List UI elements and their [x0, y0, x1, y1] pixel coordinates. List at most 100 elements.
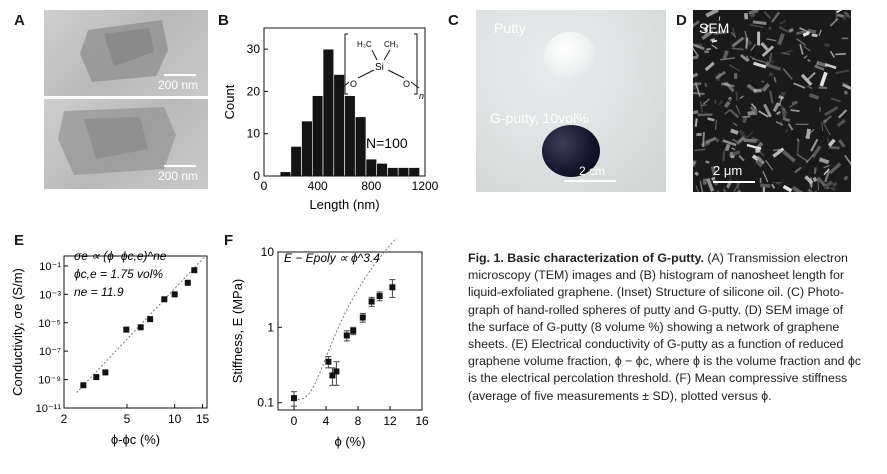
graphene-sheet: [812, 176, 818, 182]
graphene-sheet: [700, 104, 707, 106]
data-point: [376, 293, 383, 300]
graphene-sheet: [772, 182, 783, 184]
graphene-sheet: [807, 188, 813, 192]
x-tick-label: 0: [261, 179, 268, 193]
graphene-sheet: [710, 166, 717, 176]
panel-e-label: E: [14, 232, 25, 249]
graphene-sheet: [693, 47, 700, 57]
graphene-sheet: [722, 50, 729, 59]
graphene-sheet: [829, 50, 835, 58]
graphene-sheet: [699, 28, 705, 32]
graphene-sheet: [818, 86, 828, 89]
putty-label: Putty: [494, 20, 526, 36]
graphene-sheet: [793, 82, 806, 89]
graphene-sheet: [694, 82, 701, 97]
graphene-sheet: [788, 100, 799, 109]
graphene-sheet: [844, 154, 851, 168]
graphene-sheet: [749, 106, 756, 113]
graphene-sheet: [765, 159, 774, 171]
panel-d-label: D: [676, 12, 687, 29]
graphene-sheet: [838, 109, 848, 119]
graphene-sheet: [749, 23, 764, 29]
graphene-sheet: [749, 13, 756, 19]
graphene-sheet: [796, 38, 807, 46]
graphene-sheet: [714, 30, 729, 34]
caption-line-6: sheets. (E) Electrical conductivity of G…: [468, 337, 844, 352]
y-tick-label: 10⁻⁹: [38, 375, 61, 387]
graphene-sheet: [822, 119, 828, 124]
histogram-bar: [312, 95, 324, 177]
stiffness-axes: 0 4 8 12 16 0.1 1 10 ϕ (%) Stiffness, E (MPa): [230, 238, 429, 449]
graphene-sheet: [805, 128, 811, 139]
graphene-sheet: [748, 10, 759, 15]
graphene-sheet: [758, 110, 769, 118]
graphene-sheet: [824, 187, 830, 190]
graphene-sheet: [721, 82, 728, 86]
y-tick-label: 0.1: [257, 396, 274, 410]
n-annotation: N=100: [366, 135, 408, 151]
graphene-sheet: [824, 106, 839, 117]
graphene-sheet: [778, 94, 785, 100]
scale-bar-bottom: [164, 165, 196, 167]
graphene-sheet: [780, 121, 783, 126]
sem-label: SEM: [699, 20, 730, 36]
graphene-sheet: [724, 143, 731, 152]
graphene-sheet: [720, 57, 735, 61]
silicone-structure-inset: H₃C CH₃ Si O O n: [341, 33, 424, 101]
graphene-sheet: [744, 30, 748, 38]
graphene-sheet: [788, 27, 794, 33]
tem-image-bottom: 200 nm: [44, 99, 208, 189]
graphene-sheet: [768, 52, 773, 64]
graphene-sheet: [746, 143, 762, 150]
sem-scale-text: 2 μm: [713, 163, 743, 178]
graphene-sheet: [747, 110, 755, 116]
graphene-sheet: [803, 45, 811, 52]
graphene-sheet: [726, 181, 732, 189]
graphene-sheet: [697, 113, 713, 117]
eq-exponent: ne = 11.9: [74, 285, 124, 299]
graphene-sheet: [742, 115, 748, 124]
graphene-sheet: [751, 57, 766, 64]
panel-c-label: C: [448, 12, 459, 29]
caption-line-9: (average of five measurements ± SD), plo…: [468, 388, 772, 403]
data-point: [80, 382, 87, 389]
graphene-sheet: [730, 31, 737, 38]
y-tick-label: 0: [253, 169, 260, 183]
graphene-sheet: [711, 176, 716, 181]
x-tick-label: 10: [168, 412, 182, 426]
data-point: [333, 368, 340, 375]
sem-image: SEM 2 μm: [693, 10, 851, 192]
graphene-sheet: [710, 38, 716, 42]
graphene-sheet: [740, 54, 749, 62]
graphene-sheet: [701, 29, 714, 41]
graphene-sheet: [731, 147, 736, 151]
tem-image-top: 200 nm: [44, 10, 208, 96]
caption-line-3: liquid-exfoliated graphene. (Inset) Stru…: [468, 285, 845, 300]
conductivity-points: [80, 267, 198, 389]
graphene-sheet: [743, 35, 753, 46]
graphene-sheet: [704, 61, 715, 72]
graphene-sheet: [835, 69, 850, 75]
y-axis-label: Count: [222, 84, 237, 119]
graphene-sheet: [777, 33, 785, 46]
struct-n: n: [419, 91, 424, 101]
graphene-sheet: [699, 180, 704, 192]
graphene-sheet: [735, 91, 739, 101]
graphene-sheet: [729, 97, 733, 102]
graphene-sheet: [795, 123, 809, 125]
graphene-sheet: [704, 82, 708, 88]
graphene-sheet: [735, 104, 741, 115]
graphene-sheet: [784, 128, 789, 134]
graphene-sheet: [750, 43, 757, 52]
caption-line-2: microscopy (TEM) images and (B) histogra…: [468, 268, 845, 283]
graphene-sheet: [755, 148, 761, 153]
y-tick-label: 10: [247, 127, 261, 141]
data-point: [123, 326, 130, 333]
y-tick-label: 10⁻¹¹: [36, 403, 62, 415]
graphene-sheet: [824, 170, 831, 183]
graphene-sheet: [752, 20, 767, 26]
y-tick-label: 1: [267, 320, 274, 334]
graphene-sheet: [808, 93, 820, 100]
graphene-sheet: [827, 138, 836, 147]
graphene-sheet: [714, 119, 717, 130]
